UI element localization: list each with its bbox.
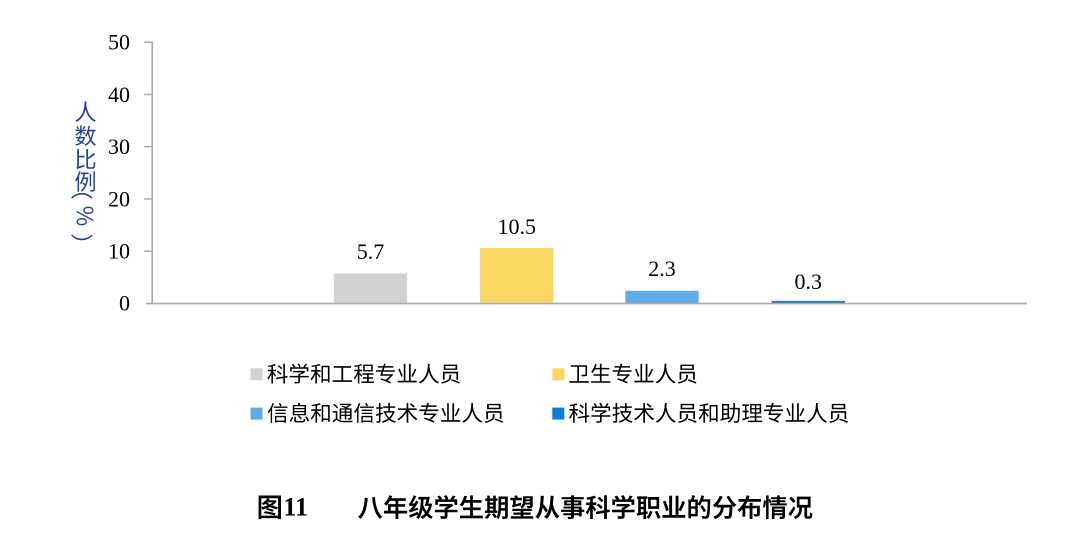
svg-text:0.3: 0.3: [795, 269, 823, 294]
svg-text:40: 40: [108, 82, 130, 107]
svg-text:50: 50: [108, 30, 130, 55]
svg-text:0: 0: [119, 291, 130, 316]
svg-text:5.7: 5.7: [357, 239, 385, 264]
svg-text:30: 30: [108, 134, 130, 159]
svg-text:10: 10: [108, 239, 130, 264]
svg-text:10.5: 10.5: [497, 214, 536, 239]
svg-text:11: 11: [283, 493, 308, 522]
svg-text:2.3: 2.3: [648, 256, 676, 281]
svg-text:20: 20: [108, 186, 130, 211]
